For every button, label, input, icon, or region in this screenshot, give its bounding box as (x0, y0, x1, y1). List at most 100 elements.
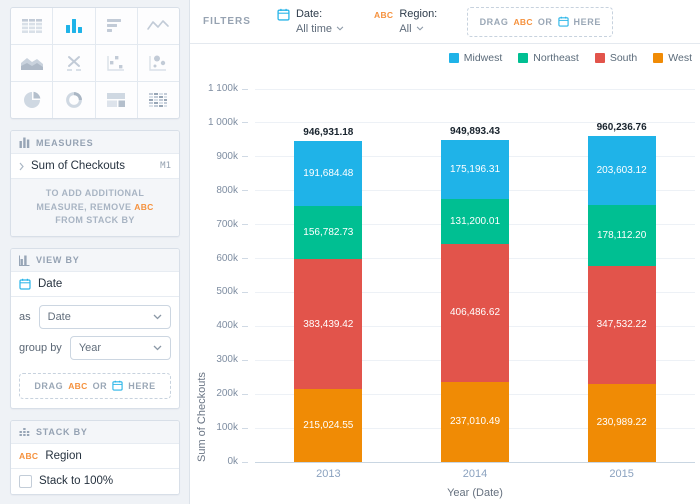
stack-by-header[interactable]: STACK BY (11, 420, 179, 443)
filter-value: All (399, 22, 412, 35)
view-by-options: as Date group by Year (11, 295, 179, 371)
chevron-right-icon (19, 162, 24, 171)
ring-chart-icon[interactable] (53, 82, 95, 118)
filter-dropzone[interactable]: DRAG ABC OR HERE (467, 6, 614, 37)
legend-swatch-icon (594, 53, 605, 63)
y-tick-mark (242, 224, 248, 226)
legend-swatch-icon (518, 53, 529, 63)
filter-chip-date[interactable]: Date: All time (277, 7, 344, 36)
segment-west-2015[interactable]: 230,989.22 (587, 383, 656, 462)
view-by-dropzone[interactable]: DRAG ABC OR HERE (19, 372, 171, 399)
legend-item-west[interactable]: West (653, 52, 692, 64)
measures-title: MEASURES (36, 137, 94, 148)
legend-item-northeast[interactable]: Northeast (518, 52, 579, 64)
group-by-select[interactable]: Year (69, 335, 171, 360)
calendar-icon (277, 8, 290, 21)
calendar-icon (557, 16, 569, 27)
y-tick-mark (242, 88, 248, 90)
legend-label: South (609, 52, 638, 64)
segment-south-2014[interactable]: 406,486.62 (441, 243, 509, 382)
bar-total-2014: 949,893.43 (449, 125, 501, 137)
as-select[interactable]: Date (38, 304, 171, 329)
scatter-chart-icon[interactable] (95, 45, 137, 81)
segment-value-label: 131,200.01 (449, 216, 501, 228)
stack-by-attribute-label: Region (45, 449, 82, 462)
pie-chart-icon[interactable] (11, 82, 53, 118)
measure-item[interactable]: Sum of Checkouts M1 (11, 153, 179, 178)
y-tick-mark (242, 325, 248, 327)
dropzone-text: OR (537, 16, 553, 27)
legend-item-south[interactable]: South (594, 52, 638, 64)
abc-icon: ABC (134, 201, 154, 212)
hint-text-2: FROM STACK BY (55, 215, 135, 225)
stack-to-100-label: Stack to 100% (39, 475, 114, 487)
x-label-2015: 2015 (609, 468, 634, 480)
filter-chip-region[interactable]: ABC Region: All (374, 7, 437, 36)
segment-value-label: 156,782.73 (303, 226, 354, 238)
grid-icon[interactable] (11, 8, 53, 44)
segment-west-2013[interactable]: 215,024.55 (294, 389, 363, 462)
segment-midwest-2014[interactable]: 175,196.31 (441, 139, 509, 200)
segment-south-2015[interactable]: 347,532.22 (587, 265, 656, 384)
visualization-gallery (10, 7, 180, 119)
y-tick-label: 800k (216, 184, 238, 196)
y-tick-mark (242, 427, 248, 429)
view-by-attribute[interactable]: Date (11, 270, 179, 296)
y-tick-mark (242, 258, 248, 260)
gridline (255, 88, 695, 90)
combo-chart-icon[interactable] (53, 45, 95, 81)
area-chart-icon[interactable] (11, 45, 53, 81)
line-chart-icon[interactable] (137, 8, 179, 44)
bar-chart-icon[interactable] (53, 8, 95, 44)
abc-icon: ABC (374, 10, 394, 21)
filter-name: Region: (399, 8, 438, 21)
segment-south-2013[interactable]: 383,439.42 (294, 259, 363, 390)
segment-west-2014[interactable]: 237,010.49 (441, 381, 509, 462)
chevron-down-icon (153, 345, 162, 351)
dropzone-text: HERE (573, 16, 601, 27)
bar-total-2015: 960,236.76 (596, 122, 647, 134)
y-tick-label: 300k (216, 354, 238, 366)
filter-value: All time (295, 22, 332, 35)
bubble-chart-icon[interactable] (137, 45, 179, 81)
stack-by-attribute[interactable]: ABC Region (11, 442, 179, 468)
micro-chart-icon[interactable] (137, 82, 179, 118)
dropzone-text: DRAG (479, 16, 509, 27)
legend-swatch-icon (448, 53, 459, 63)
chart-legend: Midwest Northeast South West (448, 52, 692, 64)
measures-header[interactable]: MEASURES (11, 131, 179, 153)
heat-map-icon[interactable] (95, 82, 137, 118)
calendar-icon (112, 380, 123, 391)
segment-value-label: 203,603.12 (596, 165, 647, 177)
stack-to-100-checkbox[interactable] (19, 474, 32, 488)
y-tick-mark (242, 291, 248, 293)
segment-northeast-2014[interactable]: 131,200.01 (441, 199, 509, 244)
view-by-title: VIEW BY (36, 255, 80, 265)
legend-item-midwest[interactable]: Midwest (448, 52, 502, 64)
horizontal-bar-chart-icon[interactable] (95, 8, 137, 44)
gridline (255, 122, 695, 124)
segment-midwest-2013[interactable]: 191,684.48 (294, 140, 363, 206)
view-by-header[interactable]: VIEW BY (11, 248, 179, 271)
segment-northeast-2013[interactable]: 156,782.73 (294, 205, 363, 260)
chevron-down-icon (153, 314, 162, 320)
segment-value-label: 175,196.31 (449, 164, 501, 176)
view-by-icon (19, 255, 30, 266)
stacked-bar-chart: Sum of Checkouts Year (Date) 0k 100k 200k 3… (196, 83, 695, 499)
chevron-down-icon (336, 26, 344, 31)
segment-value-label: 230,989.22 (596, 417, 647, 429)
dropzone-text: DRAG (34, 380, 64, 391)
dropzone-text: OR (92, 380, 108, 391)
legend-label: West (668, 52, 692, 64)
abc-icon: ABC (513, 16, 533, 27)
bar-2015[interactable]: 203,603.12 178,112.20 347,532.22 230,989.22… (587, 122, 656, 462)
bar-2014[interactable]: 175,196.31 131,200.01 406,486.62 237,010.49… (441, 126, 509, 462)
group-by-select-value: Year (78, 341, 102, 354)
segment-midwest-2015[interactable]: 203,603.12 (587, 136, 656, 206)
bar-2013[interactable]: 191,684.48 156,782.73 383,439.42 215,024.55… (294, 127, 363, 462)
measure-label: Sum of Checkouts (31, 160, 125, 172)
stack-by-icon (19, 427, 30, 438)
segment-northeast-2015[interactable]: 178,112.20 (587, 205, 656, 266)
y-tick-label: 600k (216, 252, 238, 264)
y-tick-label: 1 100k (207, 83, 238, 94)
